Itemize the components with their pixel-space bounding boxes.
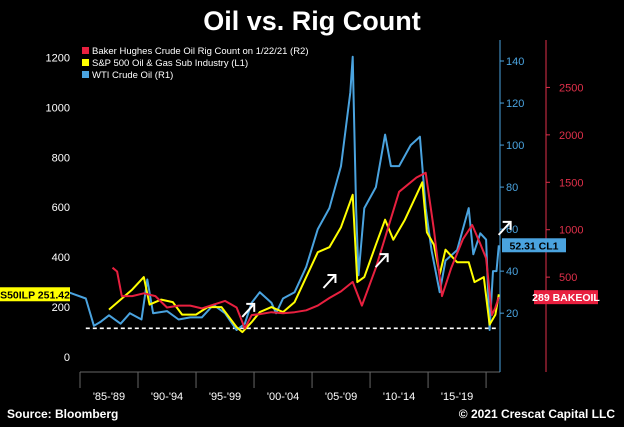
series-line xyxy=(111,171,500,330)
y-right1-tick-label: 120 xyxy=(506,98,524,110)
end-tag: 289 BAKEOIL xyxy=(532,290,600,305)
legend-label: Baker Hughes Crude Oil Rig Count on 1/22… xyxy=(92,46,309,57)
axes: 0 200 400 600 800 1000 1200 20 40 60 80 100 120 140 50… xyxy=(46,40,583,403)
legend: Baker Hughes Crude Oil Rig Count on 1/22… xyxy=(82,46,309,81)
y-left-tick-label: 1000 xyxy=(46,102,70,114)
footer-copyright: © 2021 Crescat Capital LLC xyxy=(459,407,616,421)
y-left-tick-label: 200 xyxy=(52,302,70,314)
annotation-arrow xyxy=(497,220,512,236)
y-left-tick-label: 0 xyxy=(64,352,70,364)
end-tag: 52.31 CL1 xyxy=(502,238,566,253)
x-tick-label: '00-'04 xyxy=(267,391,299,403)
series-group xyxy=(62,55,500,334)
y-right1-tick-label: 60 xyxy=(506,224,518,236)
x-tick-label: '95-'99 xyxy=(209,391,241,403)
legend-swatch xyxy=(82,47,89,54)
legend-swatch xyxy=(82,59,89,66)
y-right2-tick-label: 500 xyxy=(559,272,577,284)
x-tick-label: '90-'94 xyxy=(151,391,183,403)
y-right1-tick-label: 40 xyxy=(506,266,518,278)
annotation-arrow xyxy=(241,302,256,318)
end-tags: S50ILP 251.42 52.31 CL1 289 BAKEOIL xyxy=(0,238,600,305)
y-left-tick-label: 400 xyxy=(52,252,70,264)
x-tick-label: '10-'14 xyxy=(383,391,415,403)
x-tick-label: '05-'09 xyxy=(325,391,357,403)
legend-label: S&P 500 Oil & Gas Sub Industry (L1) xyxy=(92,58,248,69)
y-right2-tick-label: 1000 xyxy=(559,225,583,237)
chart-title: Oil vs. Rig Count xyxy=(203,6,421,36)
y-right1-tick-label: 140 xyxy=(506,56,524,68)
y-right1-tick-label: 100 xyxy=(506,140,524,152)
y-right2-tick-label: 2500 xyxy=(559,82,583,94)
x-tick-label: '15-'19 xyxy=(441,391,473,403)
y-left-tick-label: 600 xyxy=(52,202,70,214)
y-left-tick-label: 1200 xyxy=(46,52,70,64)
y-right1-tick-label: 80 xyxy=(506,182,518,194)
svg-text:289 BAKEOIL: 289 BAKEOIL xyxy=(532,292,600,304)
annotation-arrow xyxy=(374,253,389,268)
end-tag: S50ILP 251.42 xyxy=(0,287,70,302)
y-right2-tick-label: 2000 xyxy=(559,130,583,142)
svg-text:52.31 CL1: 52.31 CL1 xyxy=(509,240,558,252)
y-right1-tick-label: 20 xyxy=(506,308,518,320)
x-tick-label: '85-'89 xyxy=(93,391,125,403)
y-left-tick-label: 800 xyxy=(52,152,70,164)
svg-text:S50ILP 251.42: S50ILP 251.42 xyxy=(0,289,70,301)
series-line xyxy=(108,181,500,334)
annotation-arrow xyxy=(322,273,337,289)
legend-label: WTI Crude Oil (R1) xyxy=(92,70,173,81)
legend-swatch xyxy=(82,71,89,78)
footer-source: Source: Bloomberg xyxy=(7,407,118,421)
annotations-group xyxy=(241,220,512,318)
y-right2-tick-label: 1500 xyxy=(559,177,583,189)
